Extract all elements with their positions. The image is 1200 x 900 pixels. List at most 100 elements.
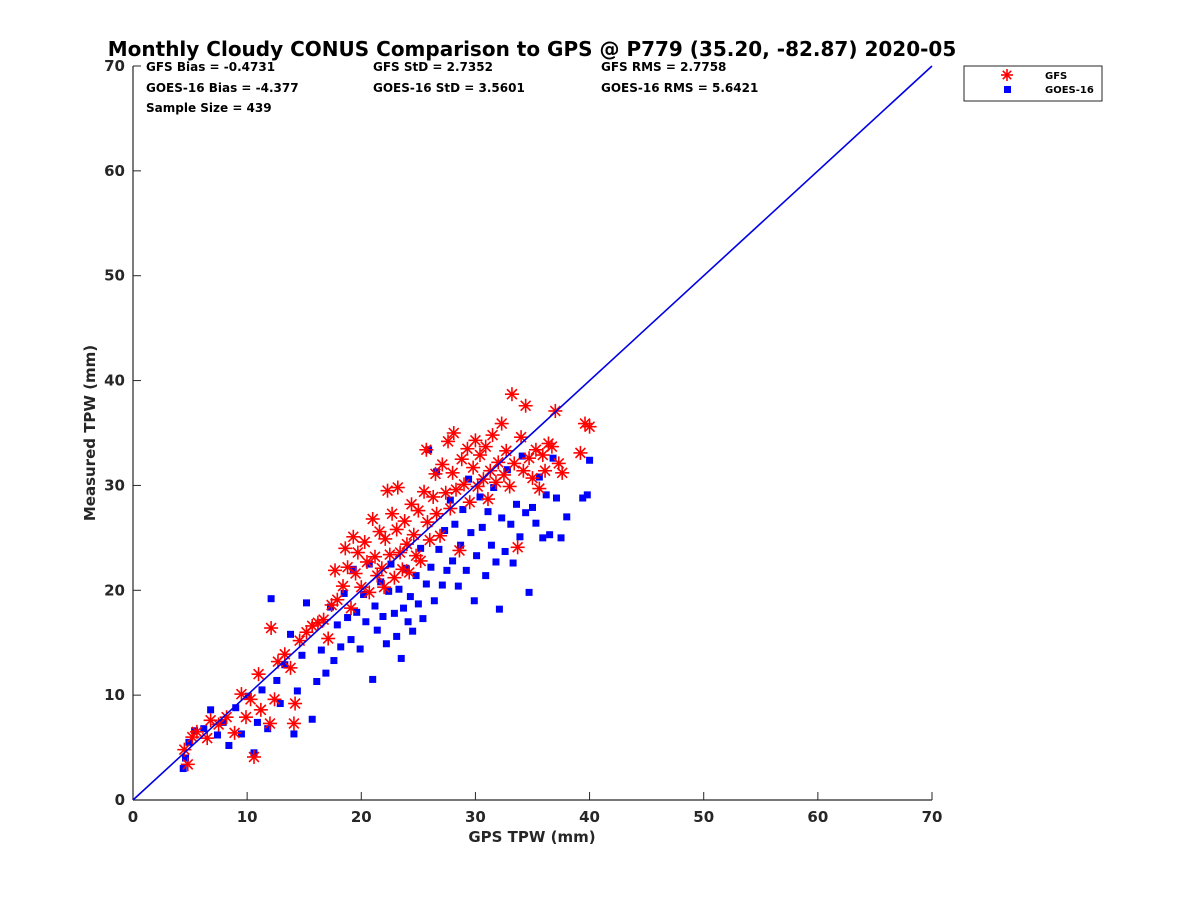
gfs-point xyxy=(180,757,195,772)
gfs-point xyxy=(362,585,377,600)
gfs-point xyxy=(336,579,351,594)
goes16-point xyxy=(532,519,540,527)
goes16-point xyxy=(298,651,306,659)
gfs-point xyxy=(227,725,242,740)
gfs-point xyxy=(397,514,412,529)
goes16-point xyxy=(412,572,420,580)
goes16-point xyxy=(333,621,341,629)
gfs-point xyxy=(321,631,336,646)
goes16-point xyxy=(454,582,462,590)
gfs-point xyxy=(429,506,444,521)
gfs-point xyxy=(535,448,550,463)
goes16-point xyxy=(337,643,345,651)
gfs-point xyxy=(219,710,234,725)
goes16-point xyxy=(237,730,245,738)
goes16-point xyxy=(501,547,509,555)
goes16-point xyxy=(382,640,390,648)
gfs-point xyxy=(365,511,380,526)
goes16-point xyxy=(379,613,387,620)
gfs-point xyxy=(504,387,519,402)
gfs-point xyxy=(378,531,393,546)
stat-sample-size: Sample Size = 439 xyxy=(146,101,272,115)
gfs-point xyxy=(189,724,204,739)
goes16-point xyxy=(462,566,470,574)
goes16-point xyxy=(525,588,533,596)
goes16-point xyxy=(490,484,498,492)
goes16-point xyxy=(264,725,272,733)
gfs-point xyxy=(452,543,467,558)
goes16-point xyxy=(373,626,381,634)
gfs-point xyxy=(454,452,469,467)
gfs-point xyxy=(262,716,277,731)
gfs-point xyxy=(426,489,441,504)
goes16-point xyxy=(191,727,199,735)
goes16-point xyxy=(182,754,190,762)
x-tick-label: 40 xyxy=(579,808,600,826)
goes16-point xyxy=(393,632,401,640)
gfs-point xyxy=(488,475,503,490)
y-tick-label: 30 xyxy=(104,476,125,494)
gfs-asterisk-icon xyxy=(1001,69,1013,81)
gfs-point xyxy=(532,481,547,496)
goes16-point xyxy=(276,700,284,708)
gfs-point xyxy=(243,692,258,707)
gfs-point xyxy=(499,443,514,458)
gfs-point xyxy=(267,692,282,707)
gfs-point xyxy=(354,580,369,595)
gfs-point xyxy=(518,398,533,413)
goes16-point xyxy=(478,523,486,531)
gfs-point xyxy=(422,532,437,547)
goes16-point xyxy=(293,687,301,695)
gfs-point xyxy=(528,442,543,457)
goes16-point xyxy=(219,718,227,726)
gfs-point xyxy=(348,566,363,581)
goes16-point xyxy=(287,630,295,638)
goes16-point xyxy=(427,563,435,571)
gfs-point xyxy=(478,439,493,454)
gfs-point xyxy=(374,561,389,576)
goes16-point xyxy=(369,675,377,683)
gfs-point xyxy=(496,467,511,482)
gfs-point xyxy=(494,416,509,431)
gfs-point xyxy=(433,528,448,543)
gfs-point xyxy=(438,485,453,500)
gfs-point xyxy=(472,448,487,463)
goes16-point xyxy=(473,552,481,560)
gfs-point xyxy=(446,426,461,440)
goes16-point xyxy=(542,491,550,499)
goes16-point xyxy=(409,627,417,635)
legend-label-gfs: GFS xyxy=(1045,71,1067,82)
gfs-point xyxy=(200,731,215,746)
goes16-point xyxy=(347,636,355,644)
axes xyxy=(132,66,932,801)
goes16-point xyxy=(353,608,361,616)
y-tick-label: 40 xyxy=(104,372,125,390)
stat-gfs-std: GFS StD = 2.7352 xyxy=(373,60,493,74)
goes16-point xyxy=(340,589,348,597)
goes16-point xyxy=(522,509,530,517)
goes16-point xyxy=(549,454,557,462)
goes16-point xyxy=(213,731,221,739)
goes16-point xyxy=(317,646,325,654)
legend-box xyxy=(963,65,1103,102)
gfs-point xyxy=(340,560,355,575)
goes16-point xyxy=(290,730,298,738)
gfs-point xyxy=(468,433,483,448)
gfs-point xyxy=(462,495,477,510)
gfs-point xyxy=(367,549,382,564)
goes16-point xyxy=(487,541,495,549)
goes16-point xyxy=(397,654,405,662)
gfs-point xyxy=(286,716,301,731)
goes16-point xyxy=(507,520,515,528)
gfs-point xyxy=(441,434,456,449)
goes16-point xyxy=(400,604,408,612)
goes16-point xyxy=(273,676,281,684)
goes16-point xyxy=(302,599,310,607)
gfs-point xyxy=(380,483,395,498)
goes16-point xyxy=(185,738,193,746)
gfs-point xyxy=(420,515,435,530)
gfs-point xyxy=(538,463,553,478)
x-tick-label: 50 xyxy=(693,808,714,826)
x-tick-label: 60 xyxy=(807,808,828,826)
